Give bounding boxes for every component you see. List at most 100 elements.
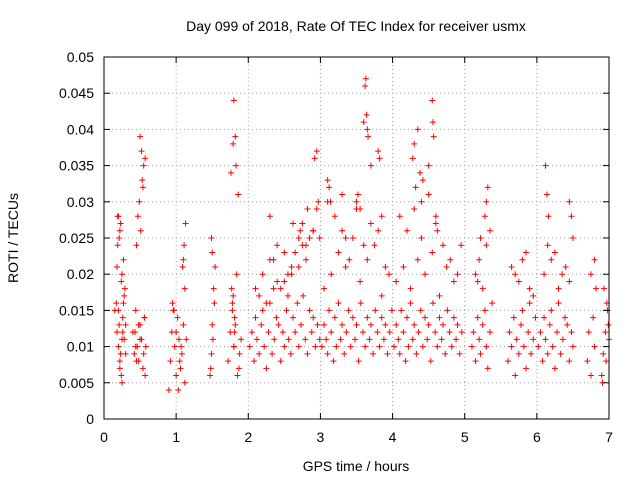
data-point	[405, 343, 412, 350]
data-point	[229, 307, 236, 314]
data-point	[376, 155, 383, 162]
data-point	[590, 314, 597, 321]
data-point	[486, 227, 493, 234]
data-point	[141, 314, 148, 321]
data-point	[407, 285, 414, 292]
data-point	[121, 285, 128, 292]
data-point	[440, 242, 447, 249]
data-point	[602, 329, 609, 336]
data-point	[342, 263, 349, 270]
data-point	[230, 140, 237, 147]
data-point	[308, 329, 315, 336]
data-point	[248, 329, 255, 336]
data-point	[234, 372, 241, 379]
data-point	[364, 314, 371, 321]
data-point	[450, 314, 457, 321]
data-point	[180, 321, 187, 328]
data-point	[349, 235, 356, 241]
data-point	[404, 314, 410, 321]
data-point	[537, 329, 544, 336]
data-point	[115, 307, 122, 314]
data-point	[591, 343, 598, 350]
data-point	[176, 358, 183, 365]
data-point	[345, 307, 352, 314]
data-point	[546, 321, 553, 328]
data-point	[555, 285, 562, 292]
data-point	[353, 198, 360, 205]
data-point	[132, 343, 139, 350]
data-point	[476, 256, 483, 263]
data-point	[559, 271, 566, 278]
chart-title: Day 099 of 2018, Rate Of TEC Index for r…	[186, 18, 526, 34]
data-point	[425, 162, 432, 169]
data-point	[367, 162, 374, 169]
data-point	[182, 220, 189, 227]
x-tick-label: 3	[317, 429, 325, 445]
data-point	[132, 307, 139, 314]
data-point	[419, 343, 426, 350]
data-point	[523, 365, 530, 372]
data-point	[542, 336, 549, 343]
data-point	[407, 300, 414, 307]
data-point	[429, 249, 436, 256]
data-point	[474, 314, 481, 321]
data-point	[359, 329, 366, 336]
data-point	[281, 278, 288, 285]
data-point	[328, 271, 335, 278]
data-point	[400, 263, 407, 270]
data-point	[393, 278, 400, 285]
data-point	[367, 220, 374, 227]
data-point	[512, 372, 519, 379]
data-point	[270, 256, 277, 263]
data-point	[468, 343, 475, 350]
data-point	[277, 358, 284, 365]
data-point	[300, 292, 307, 299]
data-point	[517, 321, 524, 328]
data-point	[135, 321, 142, 328]
data-point	[593, 285, 600, 292]
data-point	[366, 336, 373, 343]
data-point	[170, 307, 177, 314]
data-point	[458, 242, 465, 249]
data-point	[321, 285, 328, 292]
data-point	[430, 133, 437, 140]
data-point	[382, 321, 389, 328]
data-point	[374, 329, 381, 336]
data-point	[564, 321, 571, 328]
data-point	[448, 343, 455, 350]
data-point	[422, 314, 429, 321]
data-point	[330, 358, 337, 365]
data-point	[339, 227, 346, 234]
data-point	[116, 227, 123, 234]
data-point	[591, 256, 598, 263]
data-point	[427, 358, 434, 365]
data-point	[181, 242, 188, 249]
data-point	[323, 336, 330, 343]
data-point	[318, 343, 325, 350]
data-point	[585, 329, 592, 336]
data-point	[598, 372, 605, 379]
data-point	[116, 358, 123, 365]
data-point	[167, 358, 174, 365]
data-point	[543, 191, 550, 198]
data-point	[561, 314, 568, 321]
data-point	[303, 256, 309, 263]
y-tick-label: 0.03	[67, 194, 94, 210]
data-point	[391, 343, 398, 350]
data-point	[119, 379, 126, 386]
data-point	[175, 387, 182, 394]
data-point	[549, 343, 556, 350]
data-point	[283, 307, 290, 314]
data-point	[118, 278, 125, 285]
data-point	[425, 191, 432, 198]
data-point	[281, 343, 288, 350]
data-point	[353, 321, 360, 328]
y-tick-label: 0.02	[67, 266, 94, 282]
data-point	[326, 307, 333, 314]
data-point	[119, 271, 126, 278]
data-point	[173, 372, 180, 379]
data-point	[246, 343, 253, 350]
data-point	[122, 321, 129, 328]
data-point	[508, 343, 515, 350]
data-point	[312, 343, 319, 350]
